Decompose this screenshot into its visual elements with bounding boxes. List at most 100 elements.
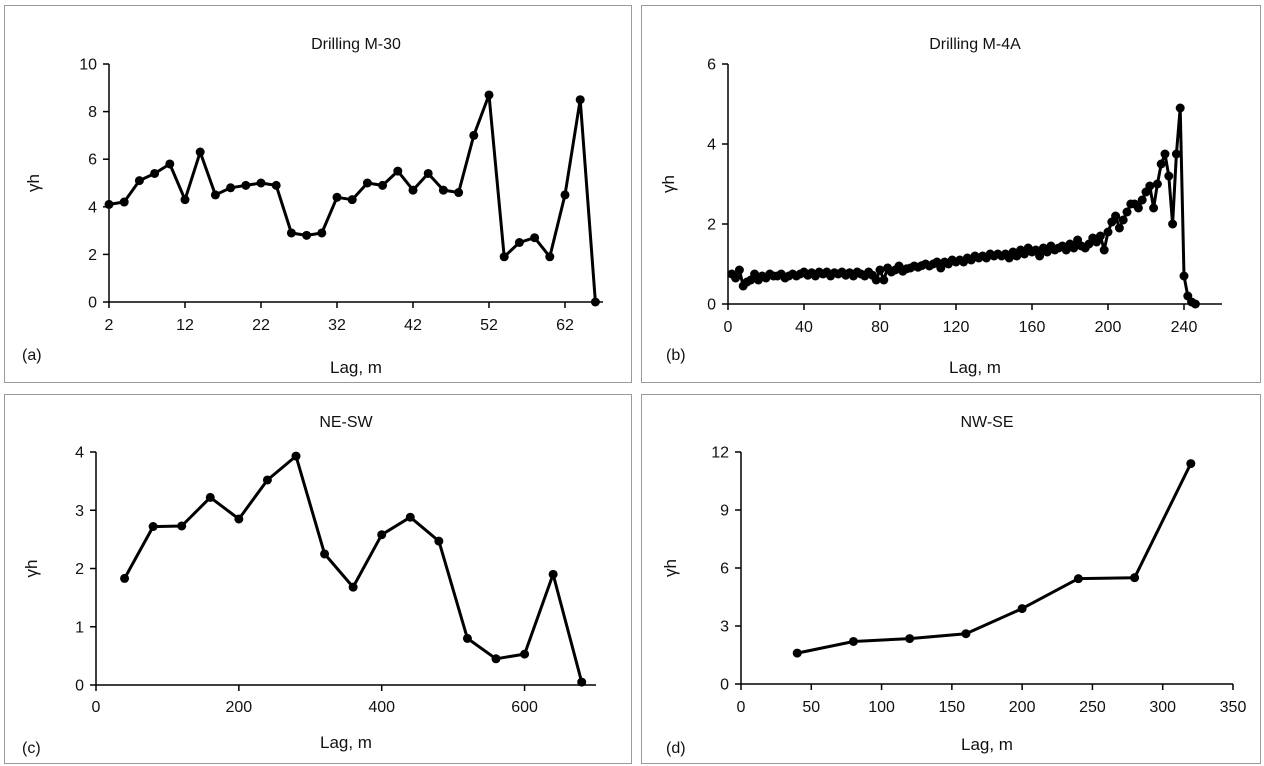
x-tick-label: 0 [724, 319, 733, 336]
y-tick-label: 0 [75, 678, 84, 695]
data-point [560, 190, 570, 200]
data-point [1095, 231, 1105, 241]
data-point [499, 252, 509, 262]
x-tick-label: 100 [868, 699, 895, 716]
x-tick-label: 0 [737, 699, 746, 716]
x-tick-label: 600 [511, 699, 538, 716]
x-tick-label: 160 [1019, 319, 1046, 336]
x-tick-label: 300 [1149, 699, 1176, 716]
x-tick-label: 22 [252, 317, 270, 334]
data-point [548, 569, 558, 579]
y-tick-label: 6 [707, 57, 716, 74]
data-point [961, 629, 971, 639]
x-tick-label: 120 [943, 319, 970, 336]
panel-label: (b) [666, 347, 686, 364]
data-point [575, 95, 585, 105]
data-point [256, 178, 266, 188]
data-point [871, 275, 881, 285]
x-axis-label: Lag, m [961, 735, 1013, 754]
data-point [1099, 245, 1109, 255]
data-point [879, 275, 889, 285]
data-point [1145, 181, 1155, 191]
series-line [796, 462, 1193, 655]
data-point [1186, 459, 1196, 469]
y-tick-label: 8 [88, 104, 97, 121]
data-point [148, 522, 158, 532]
chart-svg-b: Drilling M-4A 0 2 4 6 0 40 80 120 160 200 240 Lag, m… [659, 36, 1222, 377]
x-tick-label: 400 [368, 699, 395, 716]
x-tick-label: 50 [802, 699, 820, 716]
data-point [320, 549, 330, 559]
x-tick-label: 62 [556, 317, 574, 334]
data-point [408, 185, 418, 195]
x-tick-label: 42 [404, 317, 422, 334]
data-point [905, 634, 915, 644]
data-point [454, 188, 464, 198]
data-point [434, 536, 444, 546]
y-tick-label: 9 [720, 503, 729, 520]
y-tick-label: 3 [720, 619, 729, 636]
y-axis-label: γh [659, 175, 678, 193]
data-point [1171, 149, 1181, 159]
chart-panel-c: NE-SW 0 1 2 3 4 0 200 400 600 Lag, m γh (c) [4, 394, 632, 764]
chart-svg-d: NW-SE 0 3 6 9 12 0 50 100 150 200 250 300 350 Lag, m γh… [661, 414, 1246, 757]
data-point [362, 178, 372, 188]
data-point [1111, 211, 1121, 221]
chart-panel-b: Drilling M-4A 0 2 4 6 0 40 80 120 160 200 240 Lag, m… [641, 5, 1261, 383]
x-tick-label: 250 [1079, 699, 1106, 716]
x-tick-label: 200 [226, 699, 253, 716]
panel-label: (a) [22, 347, 42, 364]
chart-title: NE-SW [319, 414, 373, 431]
y-tick-label: 4 [75, 445, 84, 462]
data-point [1122, 207, 1132, 217]
y-axis-label: γh [24, 174, 43, 192]
data-point [1164, 171, 1174, 181]
y-tick-label: 2 [707, 217, 716, 234]
data-point [1152, 179, 1162, 189]
data-point [530, 233, 540, 243]
y-tick-label: 0 [720, 677, 729, 694]
y-tick-label: 10 [79, 57, 97, 74]
data-point [262, 475, 272, 485]
x-tick-label: 200 [1009, 699, 1036, 716]
y-tick-label: 0 [88, 295, 97, 312]
y-tick-label: 2 [75, 561, 84, 578]
data-point [378, 180, 388, 190]
chart-title: Drilling M-30 [311, 36, 401, 53]
data-point [134, 176, 144, 186]
x-tick-label: 0 [92, 699, 101, 716]
data-point [180, 195, 190, 205]
y-tick-label: 1 [75, 619, 84, 636]
data-point [577, 677, 587, 687]
data-point [241, 180, 251, 190]
data-point [1160, 149, 1170, 159]
data-point [205, 492, 215, 502]
data-point [377, 530, 387, 540]
data-point [317, 228, 327, 238]
x-tick-label: 150 [939, 699, 966, 716]
data-point [195, 147, 205, 157]
data-point [347, 195, 357, 205]
data-point [792, 648, 802, 658]
data-point [1130, 573, 1140, 583]
data-point [271, 180, 281, 190]
data-point [469, 130, 479, 140]
x-tick-label: 2 [105, 317, 114, 334]
data-point [332, 192, 342, 202]
series-line [123, 454, 584, 683]
data-point [1149, 203, 1159, 213]
data-point [119, 197, 129, 207]
data-point [545, 252, 555, 262]
x-tick-label: 240 [1171, 319, 1198, 336]
data-point [484, 90, 494, 100]
panel-label: (d) [666, 740, 686, 757]
data-point [1168, 219, 1178, 229]
x-axis-label: Lag, m [330, 358, 382, 377]
data-point [848, 636, 858, 646]
data-point [405, 512, 415, 522]
x-axis-label: Lag, m [320, 733, 372, 752]
chart-panel-d: NW-SE 0 3 6 9 12 0 50 100 150 200 250 300 350 Lag, m γh… [641, 394, 1261, 764]
data-point [393, 166, 403, 176]
